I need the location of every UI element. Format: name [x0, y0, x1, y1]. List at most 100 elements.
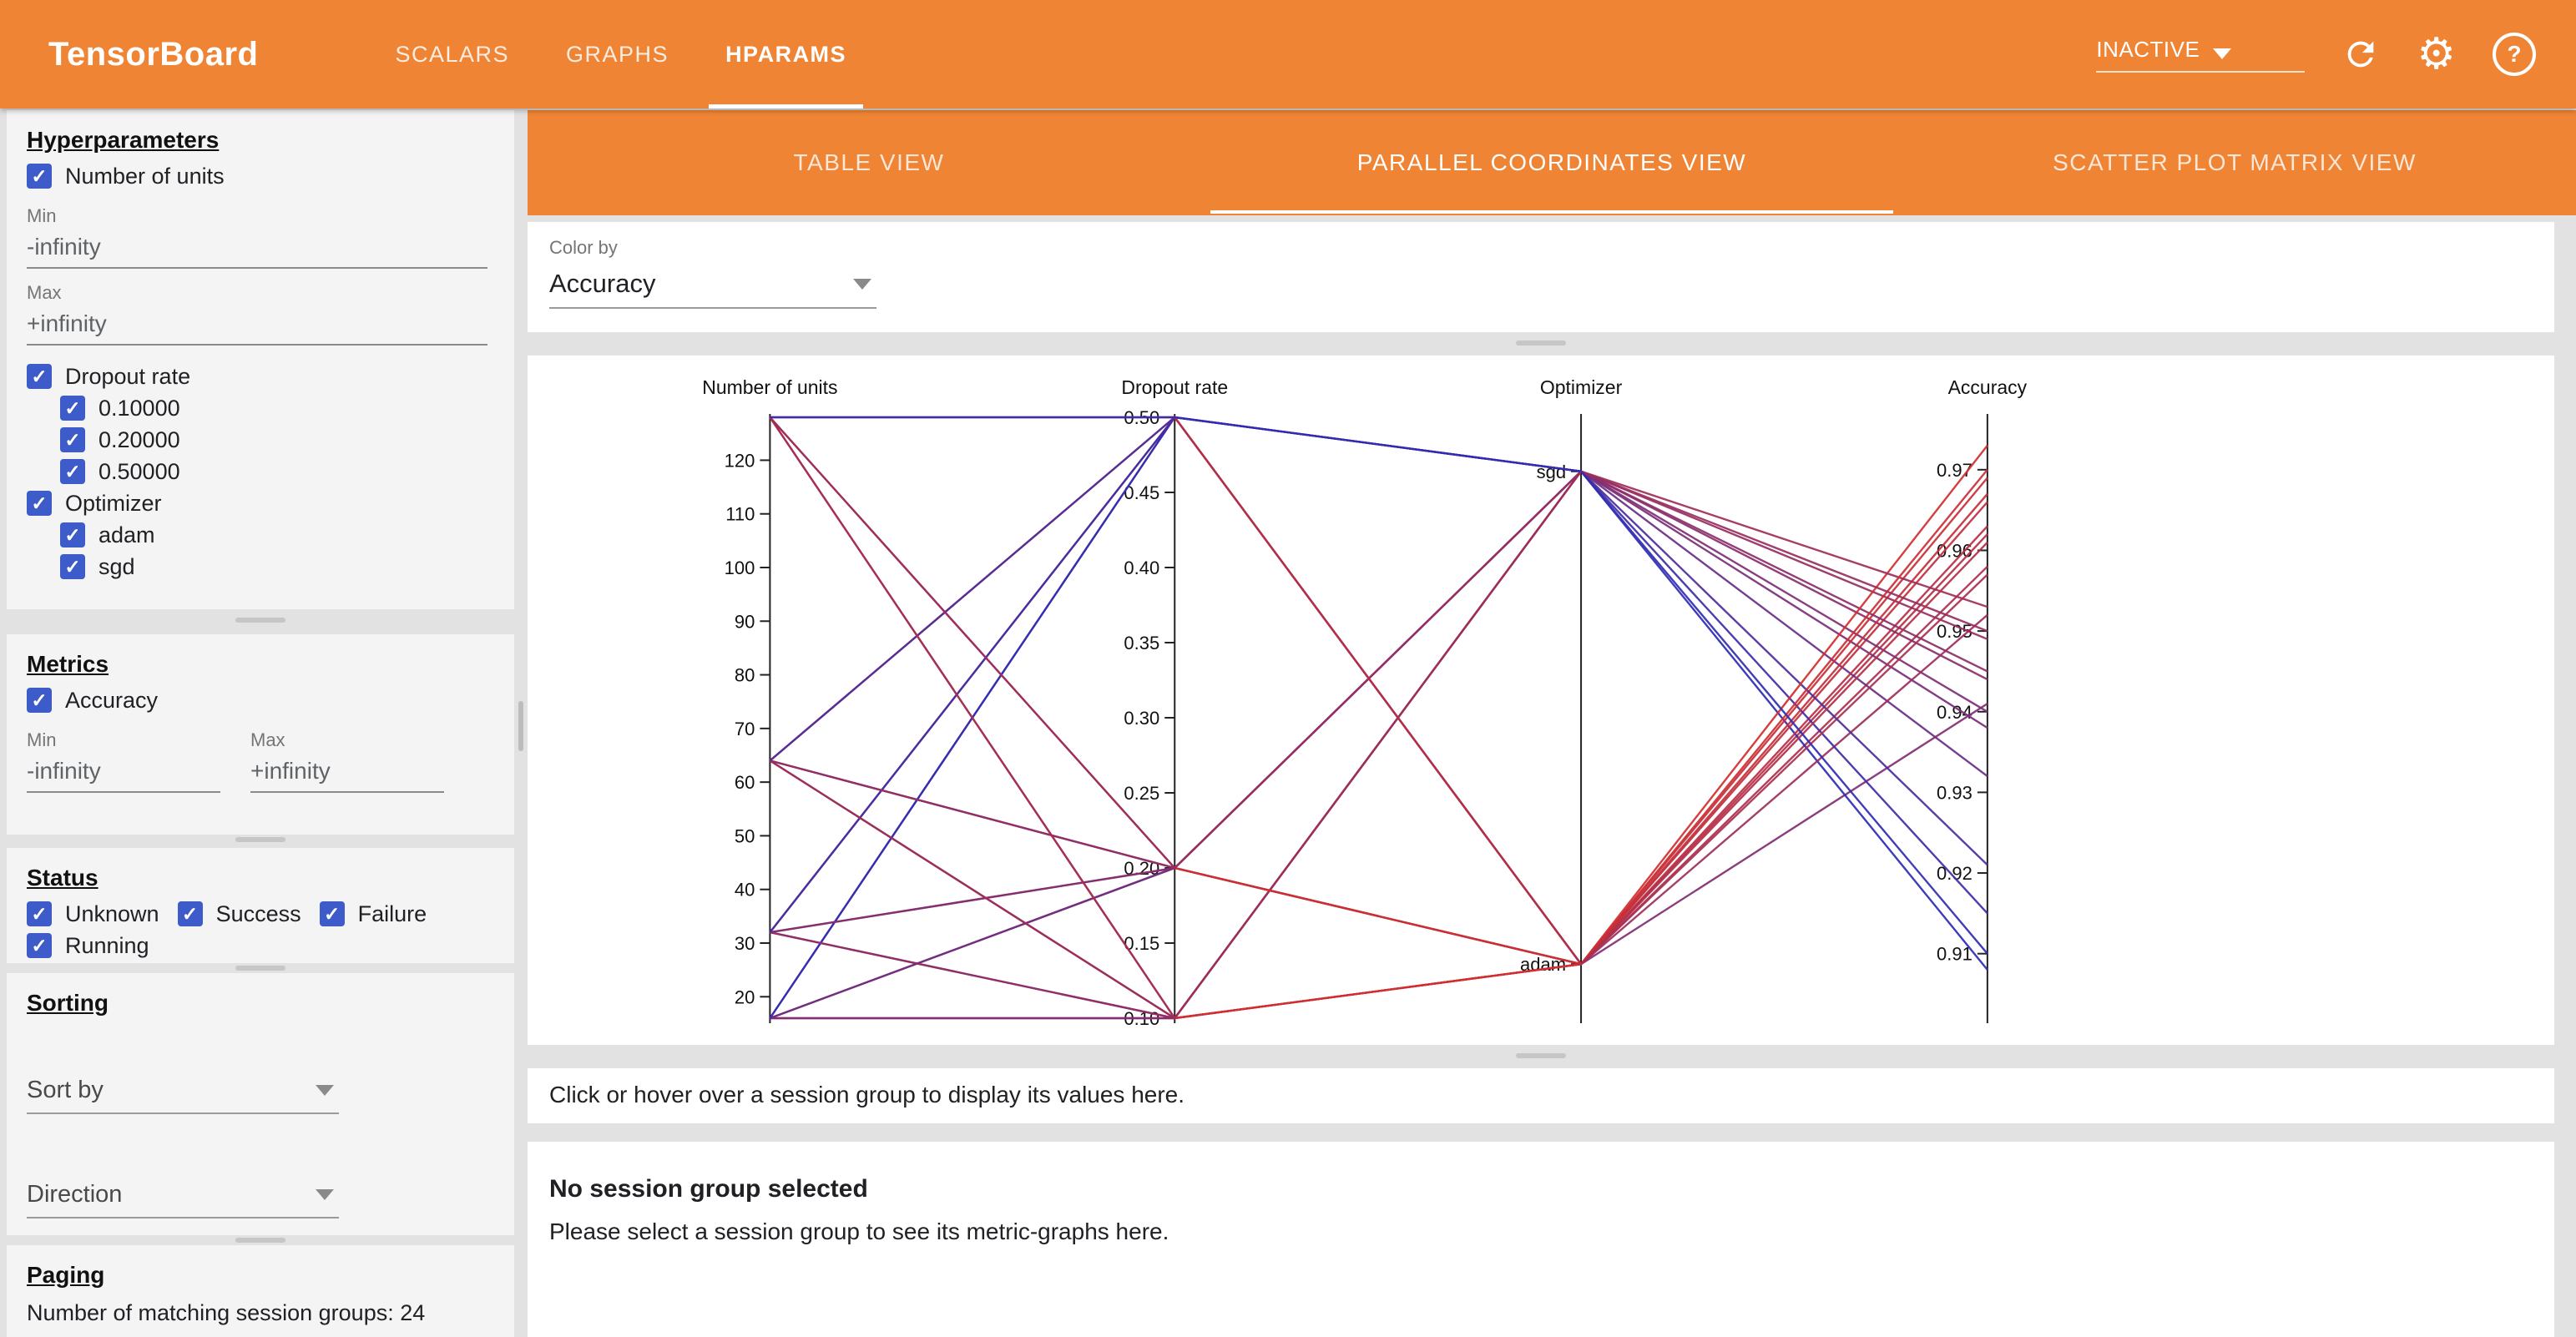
checkbox[interactable]: ✓ — [27, 164, 52, 189]
sorting-panel: Sorting Sort by Direction — [7, 973, 514, 1235]
tab-table-view[interactable]: TABLE VIEW — [793, 149, 945, 175]
nav-tab-graphs[interactable]: GRAPHS — [566, 41, 669, 67]
session-values-panel: Click or hover over a session group to d… — [528, 1068, 2554, 1123]
svg-text:0.35: 0.35 — [1124, 633, 1159, 653]
direction-value: Direction — [27, 1181, 123, 1208]
checkbox-row-dropout-010[interactable]: ✓ 0.10000 — [60, 392, 514, 424]
nav-tab-hparams[interactable]: HPARAMS — [697, 0, 875, 108]
checkbox-row-running[interactable]: ✓ Running — [27, 930, 514, 961]
status-panel: Status ✓ Unknown ✓ Success ✓ Failure ✓ R… — [7, 848, 514, 963]
checkbox[interactable]: ✓ — [319, 901, 345, 926]
parallel-coordinates-panel: Number of units 20 30 40 50 60 70 80 90 100 110 120… — [528, 356, 2554, 1045]
checkbox-row-optimizer[interactable]: ✓ Optimizer — [27, 487, 514, 519]
hover-hint-text: Click or hover over a session group to d… — [549, 1082, 1185, 1107]
sort-by-select[interactable]: Sort by — [27, 1068, 339, 1114]
help-icon[interactable]: ? — [2493, 33, 2536, 76]
hyperparameters-panel: Hyperparameters ✓ Number of units Min Ma… — [7, 110, 514, 609]
checkbox-label: Dropout rate — [65, 363, 191, 389]
chevron-down-icon — [2213, 48, 2232, 59]
tab-parallel-coordinates-view[interactable]: PARALLEL COORDINATES VIEW — [1210, 110, 1893, 215]
sidebar-resize-handle[interactable] — [518, 701, 523, 751]
units-max-input[interactable] — [27, 305, 487, 346]
svg-text:120: 120 — [725, 450, 755, 471]
checkbox[interactable]: ✓ — [177, 901, 203, 926]
svg-text:0.25: 0.25 — [1124, 783, 1159, 804]
checkbox-label: adam — [98, 522, 155, 547]
checkbox-row-accuracy[interactable]: ✓ Accuracy — [27, 684, 514, 716]
checkbox[interactable]: ✓ — [60, 554, 85, 579]
units-min-input[interactable] — [27, 229, 487, 269]
checkbox-label: Unknown — [65, 901, 159, 926]
checkbox-label: 0.10000 — [98, 395, 180, 421]
app-header: TensorBoard SCALARS GRAPHS HPARAMS INACT… — [0, 0, 2576, 108]
sidebar-section-resize-handle[interactable] — [235, 1238, 285, 1243]
svg-text:80: 80 — [735, 665, 755, 686]
checkbox-row-dropout-050[interactable]: ✓ 0.50000 — [60, 456, 514, 487]
svg-text:Accuracy: Accuracy — [1948, 376, 2028, 398]
hyperparameters-title: Hyperparameters — [27, 127, 220, 153]
panel-resize-handle[interactable] — [1516, 341, 1566, 346]
checkbox-row-unknown[interactable]: ✓ Unknown — [27, 898, 159, 930]
checkbox[interactable]: ✓ — [27, 901, 52, 926]
view-tabbar: TABLE VIEW PARALLEL COORDINATES VIEW SCA… — [528, 110, 2576, 215]
max-label: Max — [27, 282, 62, 303]
checkbox-label: Running — [65, 932, 149, 958]
checkbox[interactable]: ✓ — [60, 459, 85, 484]
svg-text:50: 50 — [735, 825, 755, 846]
sorting-title: Sorting — [27, 990, 109, 1016]
checkbox[interactable]: ✓ — [27, 688, 52, 713]
min-label: Min — [27, 729, 57, 750]
app-title: TensorBoard — [48, 35, 259, 73]
svg-text:0.45: 0.45 — [1124, 482, 1159, 503]
checkbox-label: Failure — [357, 901, 427, 926]
checkbox[interactable]: ✓ — [60, 522, 85, 547]
checkbox-row-optimizer-sgd[interactable]: ✓ sgd — [60, 551, 514, 583]
checkbox[interactable]: ✓ — [27, 491, 52, 516]
panel-resize-handle[interactable] — [1516, 1053, 1566, 1058]
svg-text:60: 60 — [735, 772, 755, 793]
parallel-coordinates-chart[interactable]: Number of units 20 30 40 50 60 70 80 90 100 110 120… — [528, 356, 2554, 1045]
settings-gear-icon[interactable]: ⚙ — [2417, 30, 2456, 78]
checkbox-label: Number of units — [65, 163, 225, 189]
checkbox-row-failure[interactable]: ✓ Failure — [319, 898, 427, 930]
svg-text:40: 40 — [735, 880, 755, 901]
tab-scatter-plot-matrix-view[interactable]: SCATTER PLOT MATRIX VIEW — [2053, 149, 2417, 175]
checkbox-row-dropout-rate[interactable]: ✓ Dropout rate — [27, 361, 514, 392]
paging-panel: Paging Number of matching session groups… — [7, 1245, 514, 1337]
accuracy-max-input[interactable] — [250, 753, 444, 793]
svg-text:0.92: 0.92 — [1937, 863, 1972, 884]
checkbox[interactable]: ✓ — [27, 364, 52, 389]
sidebar-section-resize-handle[interactable] — [235, 618, 285, 623]
reload-status-dropdown[interactable]: INACTIVE — [2096, 37, 2306, 73]
svg-text:0.93: 0.93 — [1937, 782, 1972, 803]
paging-title: Paging — [27, 1262, 105, 1288]
sidebar-section-resize-handle[interactable] — [235, 966, 285, 971]
sidebar-section-resize-handle[interactable] — [235, 837, 285, 842]
svg-text:0.96: 0.96 — [1937, 540, 1972, 561]
checkbox[interactable]: ✓ — [27, 933, 52, 958]
direction-select[interactable]: Direction — [27, 1173, 339, 1218]
svg-text:70: 70 — [735, 719, 755, 739]
nav-tab-scalars[interactable]: SCALARS — [395, 41, 510, 67]
svg-text:110: 110 — [725, 504, 755, 525]
color-by-select[interactable]: Accuracy — [549, 264, 876, 309]
checkbox-row-dropout-020[interactable]: ✓ 0.20000 — [60, 424, 514, 456]
status-title: Status — [27, 865, 98, 890]
svg-text:0.91: 0.91 — [1937, 944, 1972, 965]
svg-text:90: 90 — [735, 611, 755, 632]
checkbox[interactable]: ✓ — [60, 427, 85, 452]
metrics-title: Metrics — [27, 651, 109, 677]
checkbox[interactable]: ✓ — [60, 396, 85, 421]
checkbox-label: Optimizer — [65, 490, 162, 516]
checkbox-label: 0.50000 — [98, 458, 180, 484]
accuracy-min-input[interactable] — [27, 753, 220, 793]
checkbox-row-optimizer-adam[interactable]: ✓ adam — [60, 519, 514, 551]
refresh-icon[interactable] — [2341, 35, 2380, 73]
svg-text:0.30: 0.30 — [1124, 708, 1159, 729]
checkbox-row-success[interactable]: ✓ Success — [177, 898, 301, 930]
no-session-group-title: No session group selected — [549, 1175, 868, 1203]
color-by-value: Accuracy — [549, 269, 656, 298]
checkbox-row-number-of-units[interactable]: ✓ Number of units — [27, 160, 514, 192]
checkbox-label: 0.20000 — [98, 426, 180, 452]
header-actions: INACTIVE ⚙ ? — [2096, 33, 2536, 76]
